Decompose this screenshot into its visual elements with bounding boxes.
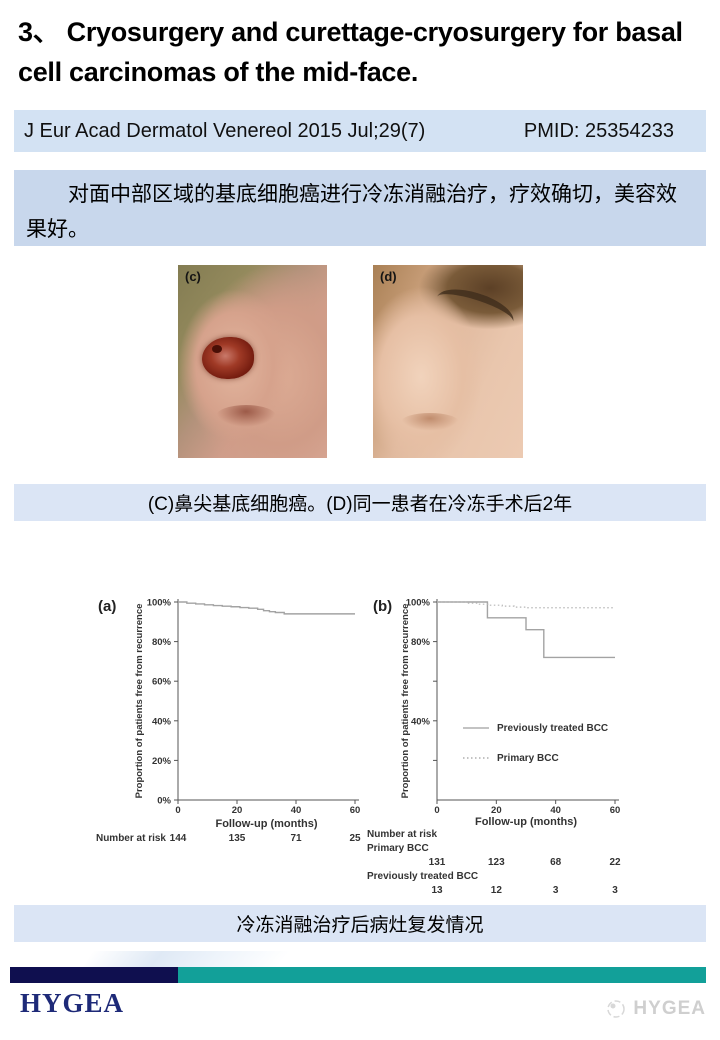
chart-caption-text: 冷冻消融治疗后病灶复发情况 bbox=[236, 915, 484, 936]
svg-text:Number at risk: Number at risk bbox=[367, 829, 437, 840]
svg-text:25: 25 bbox=[349, 833, 361, 844]
photo-caption-text: (C)鼻尖基底细胞癌。(D)同一患者在冷冻手术后2年 bbox=[147, 494, 573, 515]
citation-journal: J Eur Acad Dermatol Venereol 2015 Jul;29… bbox=[24, 119, 426, 142]
citation-pmid: PMID: 25354233 bbox=[523, 119, 674, 142]
svg-text:22: 22 bbox=[609, 857, 621, 868]
svg-text:0: 0 bbox=[175, 805, 180, 816]
svg-text:71: 71 bbox=[290, 833, 302, 844]
svg-text:40%: 40% bbox=[411, 716, 431, 727]
svg-text:40: 40 bbox=[550, 805, 561, 816]
svg-text:100%: 100% bbox=[406, 598, 431, 609]
svg-text:(a): (a) bbox=[98, 598, 116, 615]
chart-caption-bar: 冷冻消融治疗后病灶复发情况 bbox=[14, 905, 706, 942]
svg-text:Previously treated BCC: Previously treated BCC bbox=[367, 871, 478, 882]
photo-caption-bar: (C)鼻尖基底细胞癌。(D)同一患者在冷冻手术后2年 bbox=[14, 484, 706, 521]
svg-text:123: 123 bbox=[488, 857, 505, 868]
svg-text:0: 0 bbox=[434, 805, 439, 816]
svg-text:40%: 40% bbox=[152, 716, 172, 727]
hygea-watermark: HYGEA bbox=[605, 998, 706, 1020]
footer-bar bbox=[10, 967, 706, 983]
svg-text:Follow-up (months): Follow-up (months) bbox=[475, 816, 577, 828]
svg-text:Previously treated BCC: Previously treated BCC bbox=[497, 723, 608, 734]
summary-box: 对面中部区域的基底细胞癌进行冷冻消融治疗，疗效确切，美容效果好。 bbox=[14, 170, 706, 246]
page-title: 3、 Cryosurgery and curettage-cryosurgery… bbox=[18, 17, 683, 87]
svg-text:80%: 80% bbox=[411, 637, 431, 648]
footer-bar-teal-segment bbox=[178, 967, 706, 983]
photo-nostril-shadow bbox=[216, 405, 276, 427]
svg-text:(b): (b) bbox=[373, 598, 392, 615]
svg-text:144: 144 bbox=[170, 833, 187, 844]
svg-text:Primary BCC: Primary BCC bbox=[497, 753, 559, 764]
photo-label-d: (d) bbox=[380, 269, 397, 284]
svg-text:60%: 60% bbox=[152, 677, 172, 688]
svg-text:100%: 100% bbox=[147, 598, 172, 609]
svg-text:Proportion of patients free fr: Proportion of patients free from recurre… bbox=[400, 604, 411, 799]
photo-bcc-lesion bbox=[202, 337, 254, 379]
watermark-text: HYGEA bbox=[633, 998, 706, 1019]
summary-text: 对面中部区域的基底细胞癌进行冷冻消融治疗，疗效确切，美容效果好。 bbox=[26, 183, 677, 241]
svg-text:40: 40 bbox=[291, 805, 302, 816]
citation-bar: J Eur Acad Dermatol Venereol 2015 Jul;29… bbox=[14, 110, 706, 152]
svg-text:131: 131 bbox=[429, 857, 446, 868]
photo-nostril-shadow bbox=[401, 413, 459, 431]
svg-text:13: 13 bbox=[431, 885, 443, 896]
photo-label-c: (c) bbox=[185, 269, 201, 284]
svg-text:68: 68 bbox=[550, 857, 562, 868]
svg-text:20%: 20% bbox=[152, 756, 172, 767]
svg-text:3: 3 bbox=[612, 885, 618, 896]
svg-text:12: 12 bbox=[491, 885, 503, 896]
svg-text:80%: 80% bbox=[152, 637, 172, 648]
svg-text:Follow-up (months): Follow-up (months) bbox=[215, 818, 317, 830]
svg-text:Primary BCC: Primary BCC bbox=[367, 843, 429, 854]
clinical-photo-before: (c) bbox=[178, 265, 327, 458]
photo-bcc-lesion-spot bbox=[212, 345, 222, 353]
hygea-emblem-icon bbox=[607, 1000, 626, 1018]
svg-text:20: 20 bbox=[232, 805, 243, 816]
svg-text:Proportion of patients free fr: Proportion of patients free from recurre… bbox=[134, 604, 145, 799]
svg-text:0%: 0% bbox=[157, 796, 171, 807]
km-chart-panel-a: 100% 80% 60% 40% 20% 0% 0 20 40 60 (a) Follow-up (m… bbox=[60, 585, 390, 905]
svg-text:60: 60 bbox=[610, 805, 621, 816]
svg-text:Number at risk: Number at risk bbox=[96, 833, 166, 844]
svg-text:3: 3 bbox=[553, 885, 559, 896]
clinical-photo-after: (d) bbox=[373, 265, 523, 458]
svg-text:20: 20 bbox=[491, 805, 502, 816]
footer-decoration bbox=[83, 951, 323, 967]
svg-text:60: 60 bbox=[350, 805, 361, 816]
km-chart-panel-b: 100% 80% 40% 0 20 40 60 (b) Follow-up (months) Pr… bbox=[363, 585, 718, 905]
svg-text:135: 135 bbox=[229, 833, 246, 844]
hygea-logo: HYGEA bbox=[20, 988, 125, 1018]
footer-bar-navy-segment bbox=[10, 967, 178, 983]
